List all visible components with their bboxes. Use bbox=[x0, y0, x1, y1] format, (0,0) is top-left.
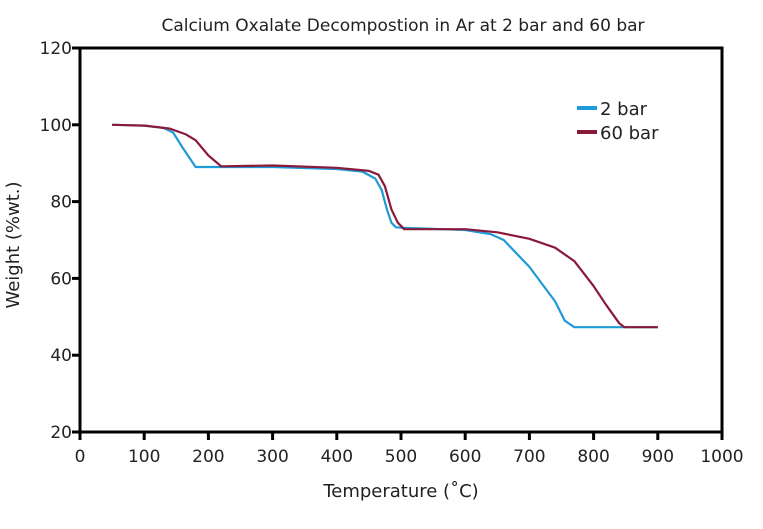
x-tick-label: 0 bbox=[75, 447, 86, 467]
y-axis-label: Weight (%wt.) bbox=[3, 181, 24, 308]
y-tick-label: 120 bbox=[40, 39, 72, 59]
series-line-1 bbox=[112, 123, 658, 329]
x-tick-label: 300 bbox=[256, 447, 288, 467]
y-tick-label: 80 bbox=[50, 193, 72, 213]
x-tick-label: 700 bbox=[513, 447, 545, 467]
x-axis: 0 100 200 300 400 500 600 700 800 900 1000 bbox=[75, 432, 744, 467]
y-tick-label: 20 bbox=[50, 423, 72, 443]
y-tick-label: 100 bbox=[40, 116, 72, 136]
series-lines bbox=[112, 123, 658, 329]
y-tick-label: 40 bbox=[50, 346, 72, 366]
legend-label: 2 bar bbox=[600, 99, 648, 120]
x-axis-label: Temperature (˚C) bbox=[322, 481, 478, 502]
x-tick-label: 900 bbox=[642, 447, 674, 467]
legend-label: 60 bar bbox=[600, 123, 659, 144]
y-axis: 20 40 60 80 100 120 bbox=[40, 39, 80, 443]
x-tick-label: 100 bbox=[128, 447, 160, 467]
x-tick-label: 600 bbox=[449, 447, 481, 467]
legend: 2 bar 60 bar bbox=[577, 99, 659, 144]
series-line-0 bbox=[112, 123, 658, 329]
x-tick-label: 800 bbox=[577, 447, 609, 467]
x-tick-label: 200 bbox=[192, 447, 224, 467]
chart-title: Calcium Oxalate Decompostion in Ar at 2 … bbox=[161, 16, 644, 36]
x-tick-label: 1000 bbox=[700, 447, 743, 467]
x-tick-label: 500 bbox=[385, 447, 417, 467]
y-tick-label: 60 bbox=[50, 269, 72, 289]
x-tick-label: 400 bbox=[321, 447, 353, 467]
